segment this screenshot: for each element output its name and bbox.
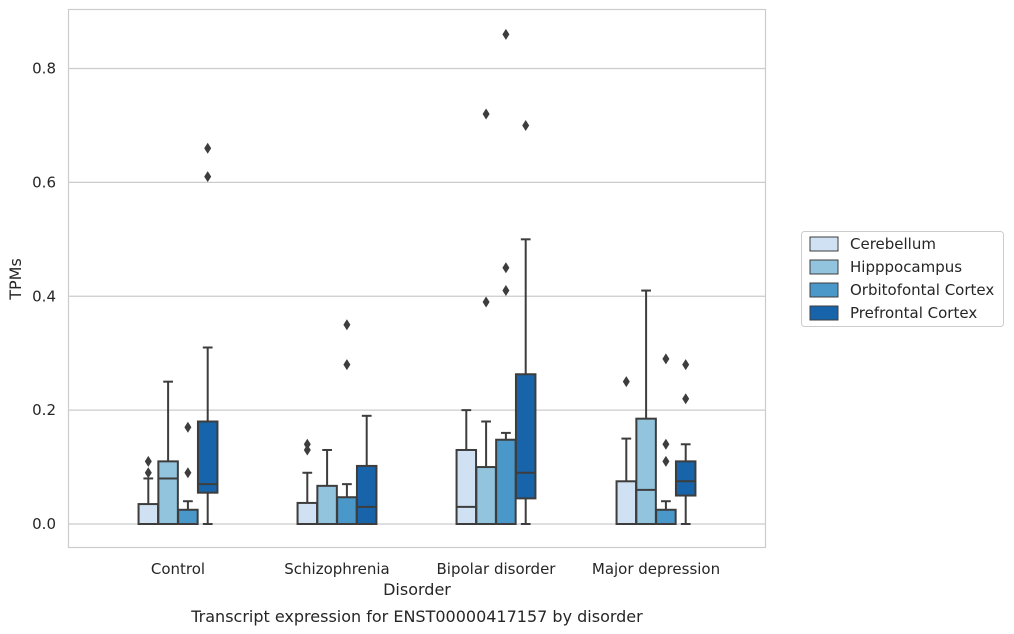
box-iqr — [674, 460, 697, 497]
outlier-point — [522, 119, 530, 131]
outlier-point — [204, 171, 212, 183]
legend-frame — [801, 231, 1004, 327]
y-axis-label: TPMs — [6, 258, 25, 301]
box-prefrontal-cortex — [355, 414, 378, 525]
box-orbitofontal-cortex — [495, 28, 517, 526]
box-iqr — [615, 480, 638, 525]
x-tick-labels: Control Schizophrenia Bipolar disorder Majo… — [151, 560, 720, 578]
y-gridlines — [68, 67, 766, 525]
outlier-point — [303, 444, 311, 456]
box-prefrontal-cortex — [514, 119, 537, 525]
y-tick-label: 0.2 — [32, 401, 56, 419]
y-tick-labels: 0.0 0.2 0.4 0.6 0.8 — [32, 60, 56, 534]
legend-label: Cerebellum — [850, 235, 936, 253]
box-iqr — [455, 448, 478, 526]
y-tick-label: 0.0 — [32, 515, 56, 533]
box-cerebellum — [296, 438, 319, 526]
y-tick-label: 0.4 — [32, 287, 56, 305]
legend-swatch — [809, 282, 839, 298]
outlier-point — [204, 142, 212, 154]
box-orbitofontal-cortex — [177, 421, 199, 525]
y-tick-label: 0.8 — [32, 60, 56, 78]
box-cerebellum — [615, 376, 638, 525]
box-iqr — [316, 484, 338, 525]
outlier-point — [144, 455, 152, 467]
legend-label: Hipppocampus — [850, 258, 962, 276]
x-tick-label: Schizophrenia — [284, 560, 389, 578]
box-iqr — [336, 496, 358, 526]
outlier-point — [502, 28, 510, 40]
box-iqr — [655, 508, 677, 525]
chart-caption: Transcript expression for ENST0000041715… — [190, 607, 643, 626]
box-iqr — [296, 501, 319, 526]
box-cerebellum — [455, 409, 478, 526]
box-iqr — [157, 460, 179, 525]
box-hipppocampus — [157, 380, 179, 525]
legend-label: Orbitofontal Cortex — [850, 281, 994, 299]
box-iqr — [196, 420, 219, 494]
outlier-point — [662, 438, 670, 450]
legend-swatch — [809, 305, 839, 321]
box-prefrontal-cortex — [196, 142, 219, 525]
x-tick-label: Control — [151, 560, 205, 578]
legend: Cerebellum Hipppocampus Orbitofontal Corte… — [801, 231, 1004, 327]
outlier-point — [682, 393, 690, 405]
box-iqr — [495, 438, 517, 526]
legend-swatch — [809, 259, 839, 275]
outlier-point — [502, 262, 510, 274]
legend-label: Prefrontal Cortex — [850, 304, 977, 322]
box-hipppocampus — [635, 289, 657, 525]
box-iqr — [635, 417, 657, 525]
outlier-point — [184, 467, 192, 479]
outlier-point — [343, 319, 351, 331]
box-iqr — [475, 466, 497, 525]
box-hipppocampus — [316, 448, 338, 525]
outlier-point — [144, 467, 152, 479]
x-axis-label: Disorder — [383, 580, 451, 599]
box-iqr — [355, 464, 378, 525]
x-tick-label: Bipolar disorder — [437, 560, 557, 578]
outlier-point — [662, 353, 670, 365]
outlier-point — [622, 376, 630, 388]
outlier-point — [343, 359, 351, 371]
outlier-point — [482, 108, 490, 120]
outlier-point — [502, 285, 510, 297]
box-iqr — [137, 503, 160, 525]
box-hipppocampus — [475, 108, 497, 525]
legend-swatch — [809, 236, 839, 252]
outlier-point — [184, 421, 192, 433]
box-iqr — [177, 508, 199, 525]
box-plots — [137, 28, 697, 526]
x-tick-label: Major depression — [592, 560, 720, 578]
outlier-point — [682, 359, 690, 371]
box-orbitofontal-cortex — [655, 353, 677, 525]
outlier-point — [482, 296, 490, 308]
box-iqr — [514, 373, 537, 500]
y-tick-label: 0.6 — [32, 173, 56, 191]
outlier-point — [303, 438, 311, 450]
outlier-point — [662, 455, 670, 467]
plot-frame — [67, 8, 767, 549]
box-cerebellum — [137, 455, 160, 525]
box-orbitofontal-cortex — [336, 319, 358, 526]
box-prefrontal-cortex — [674, 359, 697, 525]
